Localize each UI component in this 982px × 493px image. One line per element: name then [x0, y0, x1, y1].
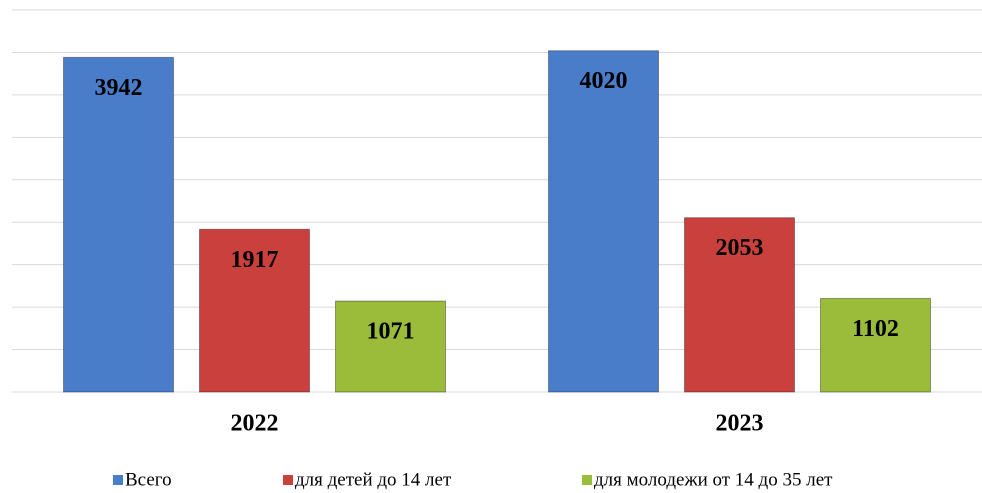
bar: [63, 56, 174, 393]
legend-label: для детей до 14 лет: [295, 469, 452, 490]
data-label: 1071: [367, 319, 415, 345]
legend-swatch: [582, 475, 592, 485]
legend-label: для молодежи от 14 до 35 лет: [594, 469, 833, 490]
data-label: 1917: [231, 247, 279, 273]
legend-swatch: [283, 475, 293, 485]
bar: [548, 50, 659, 393]
bar: [199, 228, 310, 393]
x-tick-label: 2022: [231, 411, 279, 437]
x-tick-label: 2023: [716, 411, 764, 437]
data-label: 1102: [852, 316, 899, 342]
legend-label: Всего: [125, 469, 172, 490]
data-label: 3942: [95, 75, 143, 101]
bar: [335, 300, 446, 393]
legend-swatch: [113, 475, 123, 485]
data-label: 2053: [716, 235, 764, 261]
bar: [820, 297, 931, 393]
data-label: 4020: [580, 68, 628, 94]
bar: [684, 217, 795, 393]
